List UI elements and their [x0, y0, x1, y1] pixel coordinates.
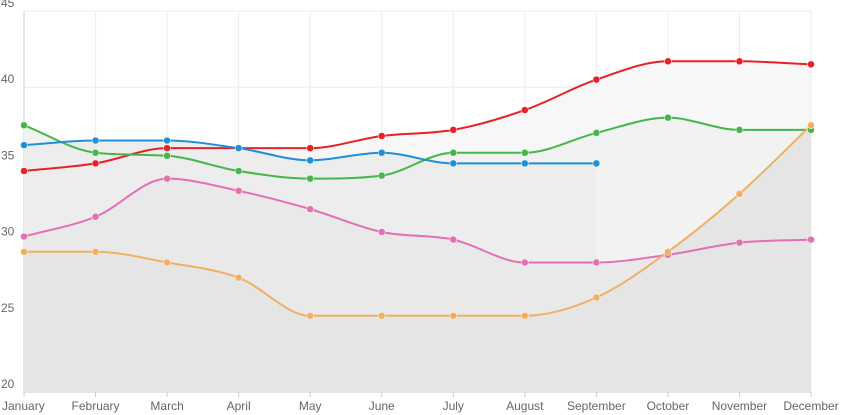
data-point[interactable]	[91, 159, 100, 168]
data-point[interactable]	[521, 312, 529, 320]
data-point[interactable]	[163, 152, 171, 160]
series-points	[20, 57, 815, 320]
data-point[interactable]	[20, 167, 28, 175]
data-point[interactable]	[377, 148, 386, 157]
data-point[interactable]	[592, 258, 601, 267]
data-point[interactable]	[735, 126, 744, 134]
data-point[interactable]	[521, 148, 529, 157]
data-point[interactable]	[306, 205, 314, 213]
data-point[interactable]	[449, 235, 458, 244]
data-point[interactable]	[234, 273, 243, 282]
data-point[interactable]	[807, 235, 815, 244]
data-point[interactable]	[91, 248, 100, 256]
data-point[interactable]	[306, 312, 314, 320]
x-tick-label: December	[783, 399, 838, 413]
data-point[interactable]	[735, 238, 744, 247]
data-point[interactable]	[449, 312, 458, 320]
data-point[interactable]	[234, 144, 243, 152]
data-point[interactable]	[234, 167, 243, 175]
x-tick-label: February	[72, 399, 120, 413]
data-point[interactable]	[163, 258, 171, 267]
data-point[interactable]	[592, 75, 601, 84]
x-tick-label: April	[227, 399, 251, 413]
data-point[interactable]	[20, 232, 28, 241]
x-tick-label: October	[647, 399, 690, 413]
data-point[interactable]	[664, 248, 672, 256]
data-point[interactable]	[306, 156, 314, 165]
series-area	[24, 125, 811, 393]
data-point[interactable]	[449, 159, 458, 168]
data-point[interactable]	[735, 57, 744, 66]
data-point[interactable]	[449, 148, 458, 157]
data-point[interactable]	[20, 141, 28, 149]
x-tick-label: March	[150, 399, 183, 413]
y-tick-label: 20	[1, 377, 15, 391]
data-point[interactable]	[521, 106, 529, 114]
data-point[interactable]	[807, 60, 815, 69]
x-tick-label: May	[299, 399, 322, 413]
data-point[interactable]	[592, 293, 601, 302]
data-point[interactable]	[521, 159, 529, 168]
data-point[interactable]	[449, 126, 458, 134]
y-tick-label: 30	[1, 225, 15, 239]
data-point[interactable]	[163, 136, 171, 145]
x-tick-label: July	[443, 399, 464, 413]
series-line	[23, 116, 811, 180]
data-point[interactable]	[377, 312, 386, 320]
data-point[interactable]	[735, 190, 744, 198]
data-point[interactable]	[592, 159, 601, 168]
data-point[interactable]	[20, 248, 28, 256]
data-point[interactable]	[306, 144, 314, 152]
x-tick-label: September	[567, 399, 626, 413]
data-point[interactable]	[91, 136, 100, 145]
y-tick-label: 40	[1, 72, 15, 86]
data-point[interactable]	[592, 129, 601, 137]
data-point[interactable]	[234, 187, 243, 195]
data-point[interactable]	[377, 132, 386, 140]
data-point[interactable]	[664, 57, 672, 66]
data-point[interactable]	[306, 174, 314, 183]
series-line	[23, 177, 812, 264]
x-tick-label: November	[712, 399, 767, 413]
y-tick-label: 25	[1, 301, 15, 315]
data-point[interactable]	[20, 121, 28, 130]
y-tick-label: 35	[1, 148, 15, 162]
x-tick-label: August	[506, 399, 544, 413]
series-line	[23, 60, 812, 173]
data-point[interactable]	[163, 174, 171, 183]
data-point[interactable]	[377, 228, 386, 236]
data-point[interactable]	[521, 258, 529, 267]
data-point[interactable]	[163, 144, 171, 152]
data-point[interactable]	[664, 113, 672, 122]
data-point[interactable]	[807, 121, 815, 130]
series-areas	[24, 61, 811, 393]
data-point[interactable]	[377, 171, 386, 180]
data-point[interactable]	[91, 212, 100, 221]
data-point[interactable]	[91, 148, 100, 157]
x-tick-label: January	[2, 399, 45, 413]
x-tick-label: June	[369, 399, 395, 413]
y-tick-label: 45	[1, 0, 15, 10]
